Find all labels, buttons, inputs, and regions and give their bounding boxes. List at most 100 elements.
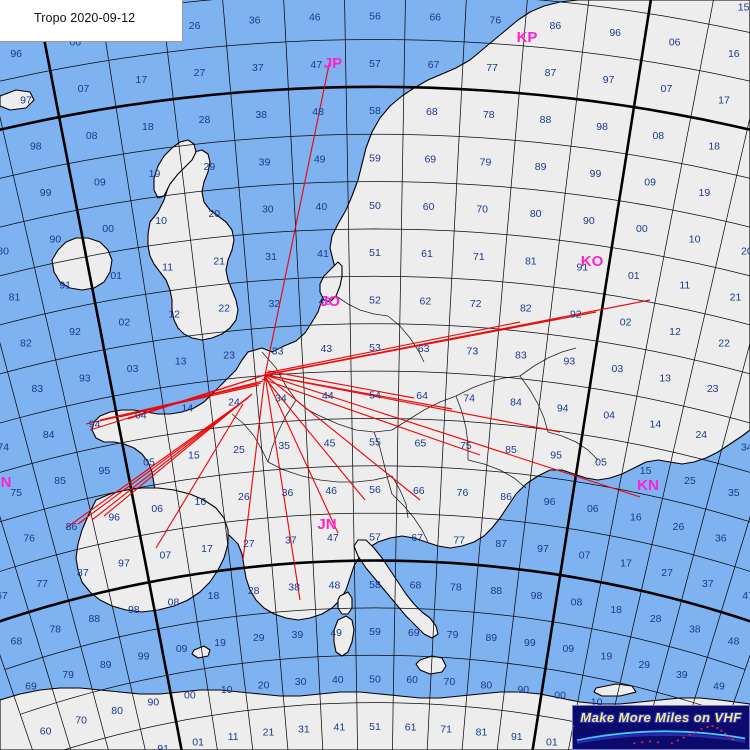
- grid-square-label: 05: [595, 456, 607, 468]
- tropo-path[interactable]: [77, 397, 249, 525]
- grid-square-label: 37: [285, 534, 297, 546]
- grid-square-label: 11: [162, 262, 173, 274]
- tropo-path[interactable]: [119, 380, 264, 418]
- grid-square-label: 96: [609, 27, 621, 39]
- land-crete: [593, 683, 637, 697]
- grid-square-label: 10: [689, 233, 701, 245]
- grid-square-label: 34: [275, 393, 287, 405]
- grid-meridian: [461, 0, 528, 750]
- grid-square-label: 05: [677, 0, 689, 2]
- land-iberia: [75, 487, 229, 613]
- grid-square-label: 01: [546, 736, 558, 748]
- field-letter-markers: IN JN KN JO KO JP KP: [0, 29, 659, 533]
- grid-square-label: 18: [142, 121, 154, 133]
- grid-meridian: [222, 0, 289, 750]
- grid-parallel: [0, 512, 750, 572]
- grid-square-label: 53: [369, 342, 381, 354]
- grid-square-label: 72: [470, 298, 482, 310]
- grid-square-label: 90: [583, 215, 595, 227]
- tropo-path-lines[interactable]: [65, 59, 651, 601]
- grid-square-label: 37: [702, 578, 714, 590]
- grid-square-label: 85: [505, 444, 517, 456]
- grid-square-label: 82: [520, 303, 532, 315]
- grid-square-label: 88: [88, 613, 100, 625]
- grid-square-label: 22: [718, 337, 730, 349]
- tropo-path[interactable]: [264, 334, 471, 376]
- land-sardinia: [333, 615, 355, 657]
- tropo-path[interactable]: [261, 378, 481, 456]
- tropo-path[interactable]: [264, 374, 421, 501]
- mmmonvhf-banner[interactable]: Make More Miles on VHF: [572, 705, 750, 750]
- grid-square-label: 94: [89, 419, 101, 431]
- grid-square-label: 18: [610, 604, 622, 616]
- grid-square-label: 00: [554, 690, 566, 702]
- grid-square-label: 03: [127, 363, 139, 375]
- grid-square-label: 38: [255, 109, 267, 121]
- grid-square-label: 05: [143, 456, 155, 468]
- grid-parallel: [0, 559, 750, 623]
- grid-square-label: 33: [272, 345, 284, 357]
- grid-parallel: [20, 654, 730, 715]
- grid-square-label: 77: [453, 534, 465, 546]
- grid-square-label: 27: [243, 538, 255, 550]
- grid-square-label: 98: [531, 590, 543, 602]
- grid-parallel: [0, 323, 750, 375]
- field-marker-in: IN: [0, 474, 12, 491]
- grid-square-label: 50: [369, 674, 381, 686]
- grid-square-label: 10: [155, 215, 167, 227]
- tropo-path[interactable]: [127, 374, 266, 420]
- grid-square-label: 01: [110, 270, 122, 282]
- grid-meridian: [0, 115, 146, 750]
- grid-square-label: 88: [540, 114, 552, 126]
- tropo-path[interactable]: [264, 374, 561, 433]
- grid-square-label: 88: [490, 585, 502, 597]
- grid-square-label: 16: [630, 511, 642, 523]
- tropo-path[interactable]: [242, 374, 266, 561]
- grid-square-label: 52: [369, 295, 381, 307]
- grid-meridian: [641, 341, 750, 750]
- grid-square-label: 41: [317, 248, 329, 260]
- tropo-path[interactable]: [155, 403, 244, 549]
- grid-square-label: 08: [571, 596, 583, 608]
- field-marker-jn: JN: [317, 516, 336, 533]
- grid-parallel: [0, 39, 750, 82]
- tropo-path[interactable]: [267, 370, 415, 399]
- grid-square-label: 12: [168, 309, 180, 321]
- grid-square-label: 79: [62, 669, 74, 681]
- grid-meridian: [531, 0, 653, 750]
- tropo-path[interactable]: [103, 393, 253, 517]
- grid-square-label: 27: [661, 567, 673, 579]
- tropo-path[interactable]: [264, 374, 641, 498]
- grid-square-label: 54: [369, 389, 381, 401]
- grid-square-label: 19: [601, 650, 613, 662]
- grid-square-label: 80: [530, 208, 542, 220]
- grid-square-label: 26: [238, 491, 250, 503]
- grid-square-label: 14: [181, 402, 193, 414]
- grid-square-label: 48: [329, 580, 341, 592]
- tropo-path[interactable]: [263, 376, 366, 501]
- tropo-path[interactable]: [265, 321, 521, 374]
- tropo-path[interactable]: [264, 374, 339, 534]
- tropo-path[interactable]: [264, 59, 331, 376]
- tropo-path[interactable]: [264, 374, 301, 601]
- grid-square-label: 93: [563, 356, 575, 368]
- grid-square-label: 19: [699, 187, 711, 199]
- tropo-path[interactable]: [85, 384, 260, 425]
- grid-square-label: 57: [369, 531, 381, 543]
- grid-square-label: 04: [603, 410, 615, 422]
- grid-square-label: 81: [9, 291, 21, 303]
- grid-square-label: 73: [467, 345, 479, 357]
- grid-square-label: 17: [136, 74, 148, 86]
- grid-square-label: 09: [644, 176, 656, 188]
- grid-meridian: [0, 654, 33, 750]
- grid-square-label: 99: [40, 187, 52, 199]
- grid-square-label: 45: [324, 438, 336, 450]
- grid-square-label: 29: [204, 161, 216, 173]
- tropo-path[interactable]: [65, 399, 246, 529]
- grid-square-label: 21: [263, 727, 275, 739]
- grid-square-label: 32: [268, 298, 280, 310]
- grid-square-label: 28: [650, 613, 662, 625]
- grid-square-label: 07: [661, 83, 673, 95]
- country-borders: [231, 295, 599, 543]
